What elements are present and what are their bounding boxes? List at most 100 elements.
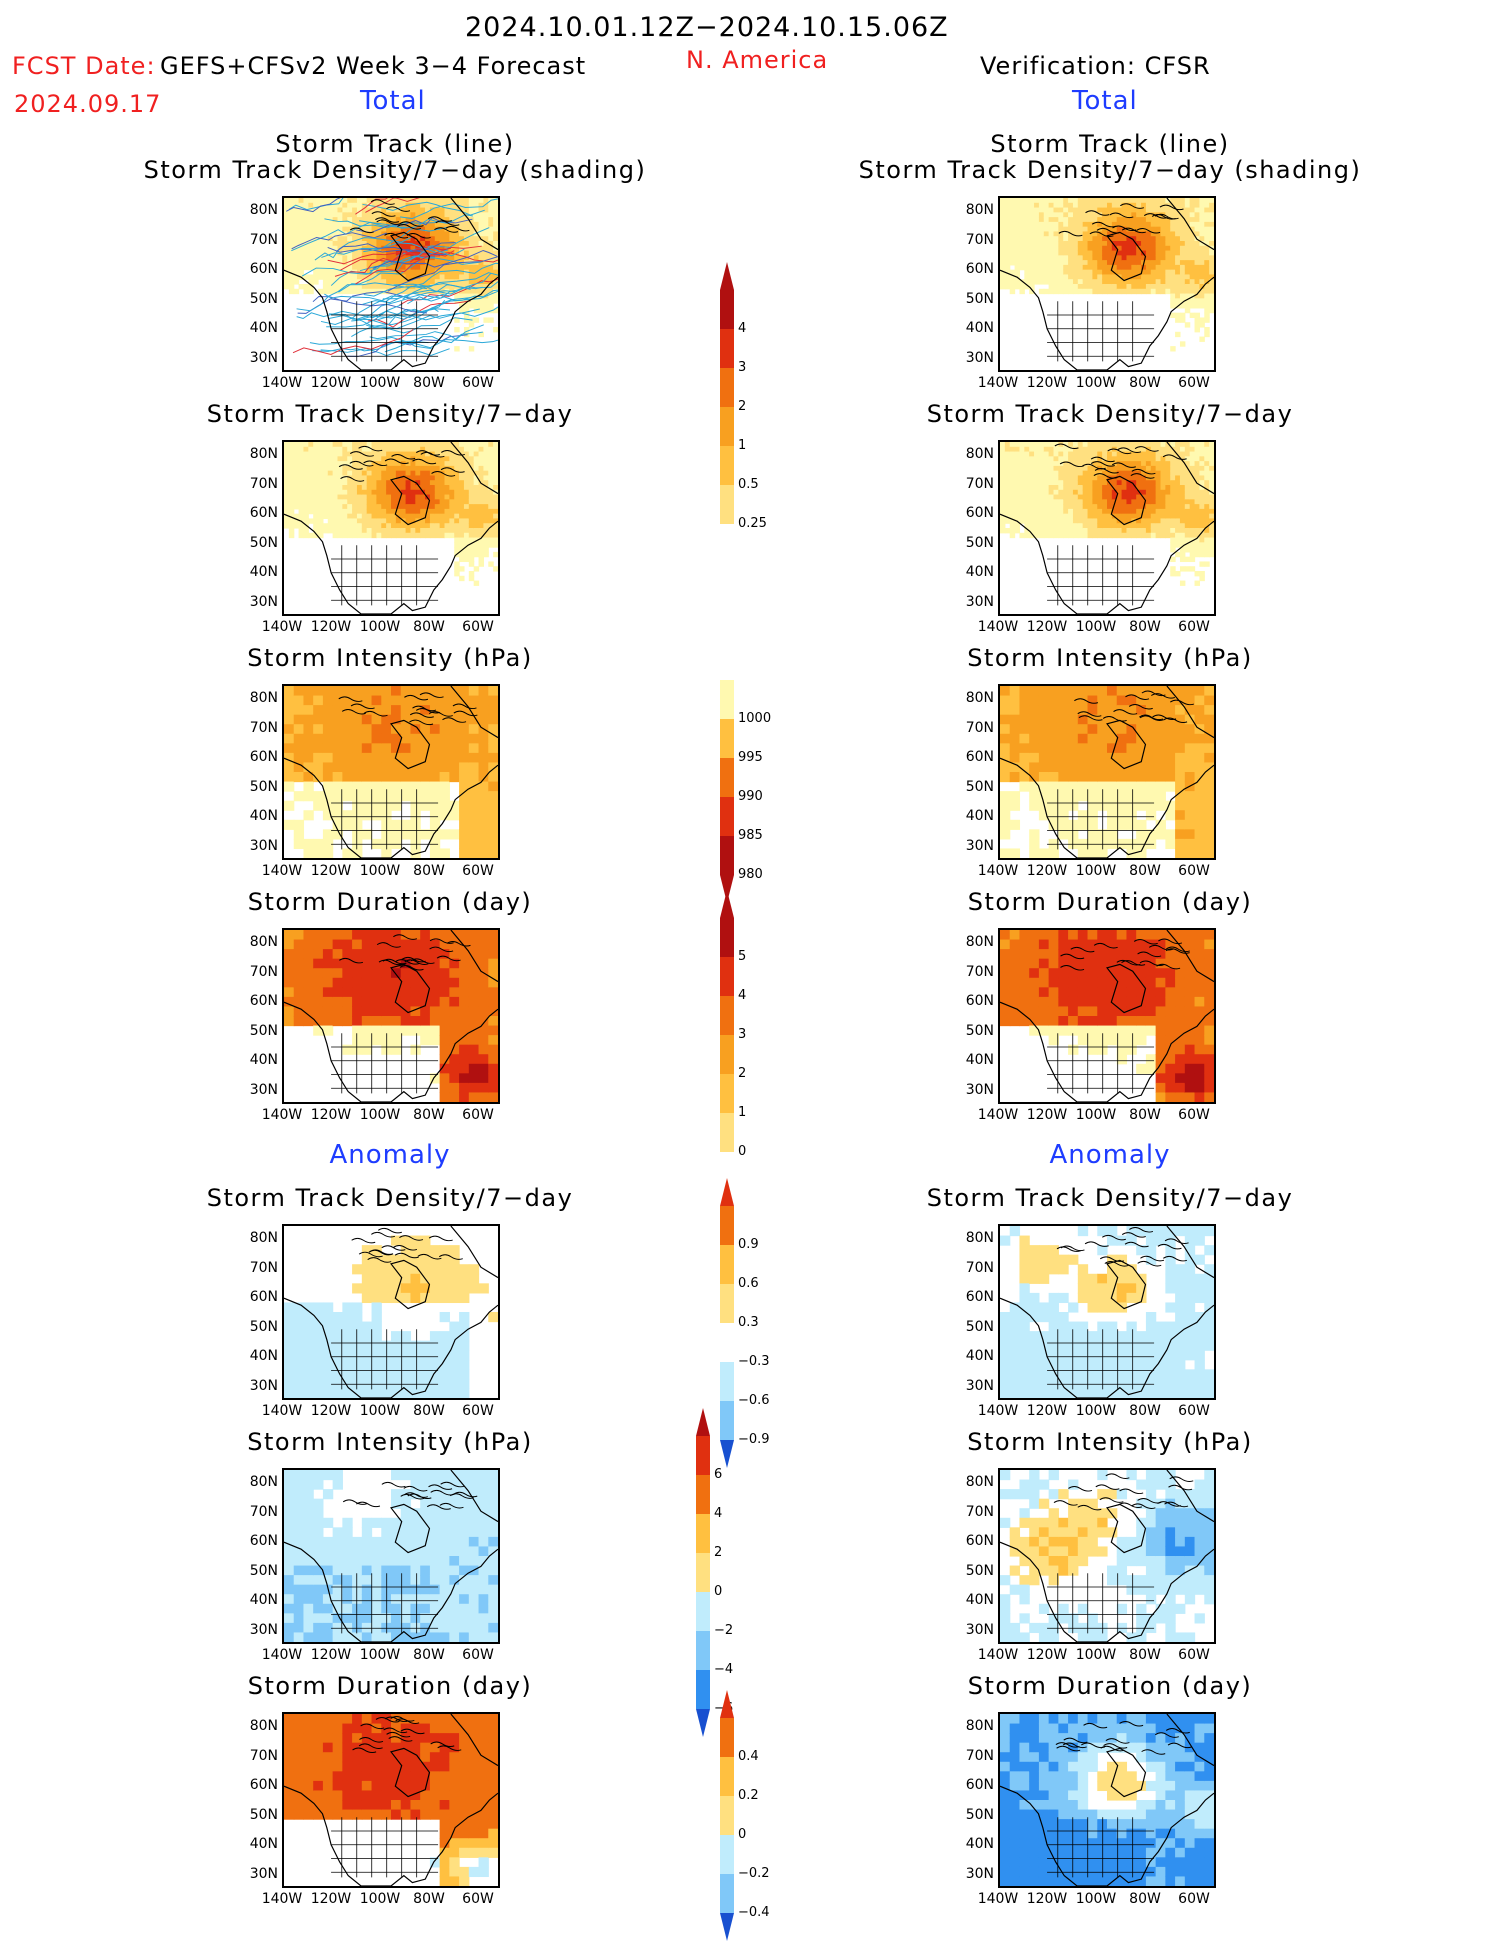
colorbar-label: 0.4 xyxy=(738,1749,759,1764)
colorbar-intensity-total xyxy=(718,652,748,903)
title-intensity-left: Storm Intensity (hPa) xyxy=(130,644,650,672)
lat-tick-label: 40N xyxy=(954,1836,994,1852)
lat-tick-label: 50N xyxy=(954,291,994,307)
lon-tick-label: 120W xyxy=(306,619,356,635)
lat-tick-label: 30N xyxy=(954,594,994,610)
lon-tick-label: 140W xyxy=(973,1403,1023,1419)
map-panel xyxy=(282,928,500,1104)
lat-tick-label: 80N xyxy=(954,1474,994,1490)
colorbar-label: 0.25 xyxy=(738,516,767,531)
lat-tick-label: 50N xyxy=(954,1807,994,1823)
lat-tick-label: 70N xyxy=(238,1260,278,1276)
lon-tick-label: 80W xyxy=(404,1891,454,1907)
lat-tick-label: 80N xyxy=(954,446,994,462)
colorbar-label: 2 xyxy=(738,399,746,414)
title-density-right: Storm Track Density/7−day xyxy=(850,400,1370,428)
colorbar-label: 4 xyxy=(714,1506,722,1521)
lon-tick-label: 80W xyxy=(1120,375,1170,391)
lon-tick-label: 60W xyxy=(453,863,503,879)
lat-tick-label: 60N xyxy=(238,1289,278,1305)
lon-tick-label: 120W xyxy=(306,1403,356,1419)
lon-tick-label: 100W xyxy=(1071,1403,1121,1419)
lat-tick-label: 30N xyxy=(954,838,994,854)
colorbar-label: 4 xyxy=(738,321,746,336)
colorbar-label: 5 xyxy=(738,949,746,964)
lat-tick-label: 50N xyxy=(238,291,278,307)
lat-tick-label: 60N xyxy=(238,993,278,1009)
lat-tick-label: 50N xyxy=(238,1023,278,1039)
lat-tick-label: 60N xyxy=(954,261,994,277)
lat-tick-label: 30N xyxy=(238,1866,278,1882)
colorbar-label: 0.3 xyxy=(738,1315,759,1330)
colorbar-label: 0.2 xyxy=(738,1788,759,1803)
colorbar-label: 1000 xyxy=(738,711,771,726)
lat-tick-label: 40N xyxy=(238,1348,278,1364)
lon-tick-label: 120W xyxy=(1022,1107,1072,1123)
colorbar-label: 4 xyxy=(738,988,746,1003)
map-panel xyxy=(282,1224,500,1400)
lat-tick-label: 50N xyxy=(238,1807,278,1823)
lat-tick-label: 40N xyxy=(954,320,994,336)
lat-tick-label: 40N xyxy=(238,808,278,824)
map-panel xyxy=(282,440,500,616)
date-range: 2024.10.01.12Z−2024.10.15.06Z xyxy=(465,12,949,43)
lon-tick-label: 120W xyxy=(1022,619,1072,635)
lat-tick-label: 80N xyxy=(954,1718,994,1734)
lat-tick-label: 40N xyxy=(238,320,278,336)
colorbar-label: 0 xyxy=(738,1144,746,1159)
lon-tick-label: 140W xyxy=(257,375,307,391)
lon-tick-label: 120W xyxy=(306,1891,356,1907)
colorbar-label: 1 xyxy=(738,438,746,453)
lon-tick-label: 80W xyxy=(404,375,454,391)
lon-tick-label: 140W xyxy=(257,863,307,879)
lon-tick-label: 120W xyxy=(1022,1403,1072,1419)
lon-tick-label: 80W xyxy=(404,1403,454,1419)
lat-tick-label: 60N xyxy=(954,1777,994,1793)
lat-tick-label: 60N xyxy=(954,993,994,1009)
colorbar-label: 0.5 xyxy=(738,477,759,492)
lon-tick-label: 100W xyxy=(355,1647,405,1663)
region-label: N. America xyxy=(686,46,828,74)
lat-tick-label: 80N xyxy=(238,1230,278,1246)
colorbar-label: 0 xyxy=(714,1584,722,1599)
colorbar-label: 3 xyxy=(738,360,746,375)
lon-tick-label: 100W xyxy=(355,375,405,391)
lon-tick-label: 60W xyxy=(453,1647,503,1663)
colorbar-label: 990 xyxy=(738,789,763,804)
lon-tick-label: 120W xyxy=(306,375,356,391)
lon-tick-label: 60W xyxy=(1169,1891,1219,1907)
lon-tick-label: 100W xyxy=(1071,619,1121,635)
lat-tick-label: 30N xyxy=(238,1378,278,1394)
title-density-anom-right: Storm Track Density/7−day xyxy=(850,1184,1370,1212)
lon-tick-label: 80W xyxy=(1120,1403,1170,1419)
lon-tick-label: 120W xyxy=(1022,1647,1072,1663)
lat-tick-label: 60N xyxy=(238,505,278,521)
colorbar-label: 6 xyxy=(714,1467,722,1482)
lon-tick-label: 100W xyxy=(355,1891,405,1907)
lon-tick-label: 80W xyxy=(1120,1647,1170,1663)
title-storm-track-line-left: Storm Track (line) xyxy=(130,130,660,158)
lon-tick-label: 140W xyxy=(973,1107,1023,1123)
lat-tick-label: 50N xyxy=(238,779,278,795)
lat-tick-label: 50N xyxy=(954,1563,994,1579)
lon-tick-label: 100W xyxy=(1071,863,1121,879)
title-intensity-right: Storm Intensity (hPa) xyxy=(850,644,1370,672)
colorbar-duration-anom xyxy=(718,1690,748,1941)
lat-tick-label: 70N xyxy=(954,232,994,248)
colorbar-label: −4 xyxy=(714,1662,733,1677)
lat-tick-label: 70N xyxy=(954,1260,994,1276)
lon-tick-label: 60W xyxy=(453,1107,503,1123)
title-duration-anom-right: Storm Duration (day) xyxy=(850,1672,1370,1700)
lat-tick-label: 30N xyxy=(954,1378,994,1394)
lon-tick-label: 80W xyxy=(1120,619,1170,635)
lon-tick-label: 80W xyxy=(404,1107,454,1123)
lon-tick-label: 140W xyxy=(257,619,307,635)
colorbar-label: −0.9 xyxy=(738,1432,770,1447)
lon-tick-label: 100W xyxy=(1071,1891,1121,1907)
lon-tick-label: 120W xyxy=(1022,1891,1072,1907)
map-panel xyxy=(282,196,500,372)
title-storm-track-shading-right: Storm Track Density/7−day (shading) xyxy=(840,156,1380,184)
map-panel xyxy=(998,928,1216,1104)
lat-tick-label: 70N xyxy=(238,1504,278,1520)
lat-tick-label: 80N xyxy=(954,1230,994,1246)
